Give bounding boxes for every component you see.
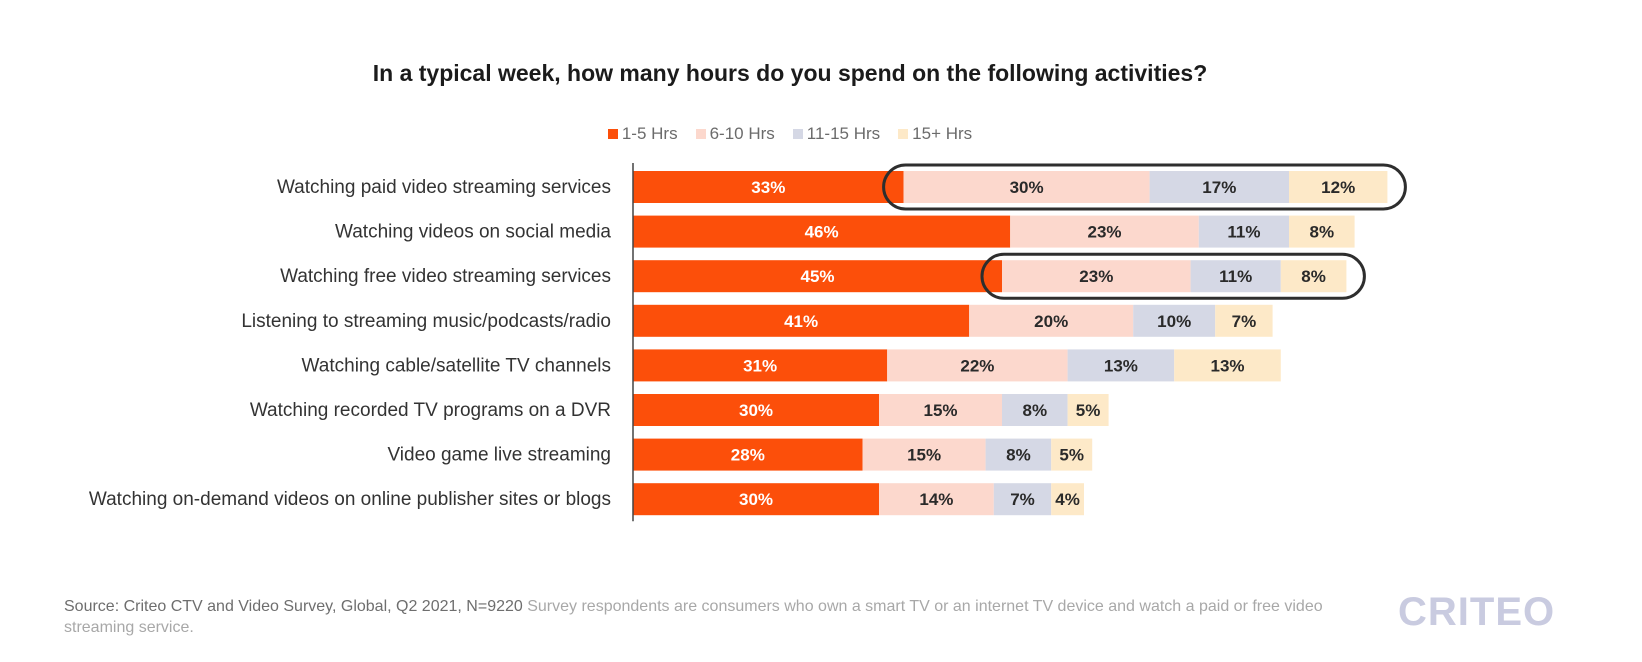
category-label: Listening to streaming music/podcasts/ra… xyxy=(241,311,611,332)
data-label: 22% xyxy=(960,356,994,375)
legend-entry: 11-15 Hrs xyxy=(792,124,881,144)
data-label: 8% xyxy=(1006,446,1031,465)
data-label: 28% xyxy=(731,446,765,465)
bar-segment xyxy=(985,438,1052,471)
data-label: 23% xyxy=(1079,267,1113,286)
data-label: 30% xyxy=(739,490,773,509)
category-label: Watching recorded TV programs on a DVR xyxy=(250,400,611,421)
data-label: 8% xyxy=(1301,267,1326,286)
data-label: 15% xyxy=(923,401,957,420)
legend-entry: 6-10 Hrs xyxy=(695,124,775,144)
data-label: 7% xyxy=(1010,490,1035,509)
data-label: 20% xyxy=(1034,312,1068,331)
category-label: Watching paid video streaming services xyxy=(277,177,611,198)
bar-segment xyxy=(1051,438,1093,471)
source-note: Source: Criteo CTV and Video Survey, Glo… xyxy=(64,596,1364,638)
source-description: Survey respondents are consumers who own… xyxy=(64,598,1323,636)
data-label: 41% xyxy=(784,312,818,331)
bar-segment xyxy=(633,260,1002,293)
data-label: 17% xyxy=(1202,178,1236,197)
data-label: 12% xyxy=(1321,178,1355,197)
bar-segment xyxy=(993,483,1052,516)
chart-plot: Watching paid video streaming services 33… xyxy=(89,163,1407,522)
legend-label: 15+ Hrs xyxy=(912,124,973,143)
data-label: 30% xyxy=(739,401,773,420)
chart-title: In a typical week, how many hours do you… xyxy=(372,60,1208,86)
bar-segment xyxy=(633,171,904,203)
bar-segment xyxy=(1215,304,1273,337)
legend-label: 6-10 Hrs xyxy=(709,124,775,143)
bar-segment xyxy=(633,349,888,382)
legend-entry: 15+ Hrs xyxy=(898,124,972,144)
source-label: Source: Criteo CTV and Video Survey, Glo… xyxy=(64,598,523,615)
legend-label: 1-5 Hrs xyxy=(621,124,678,143)
bar-segment xyxy=(879,483,994,516)
legend-entry: 1-5 Hrs xyxy=(607,124,678,144)
bar-segment xyxy=(633,438,863,471)
bar-segment xyxy=(1289,171,1388,203)
data-label: 8% xyxy=(1023,401,1048,420)
data-label: 15% xyxy=(907,446,941,465)
data-label: 4% xyxy=(1055,490,1080,509)
data-label: 31% xyxy=(743,356,777,375)
legend-label: 11-15 Hrs xyxy=(806,124,881,143)
bar-segment xyxy=(903,171,1150,203)
bar-segment xyxy=(1051,483,1084,516)
category-label: Watching on-demand videos on online publ… xyxy=(89,489,611,510)
category-label: Watching videos on social media xyxy=(335,222,611,243)
legend-swatch xyxy=(607,129,618,139)
bar-segment xyxy=(879,394,1002,426)
data-label: 23% xyxy=(1087,223,1121,242)
data-label: 11% xyxy=(1227,223,1260,242)
data-label: 30% xyxy=(1010,178,1044,197)
legend: 1-5 Hrs 6-10 Hrs 11-15 Hrs 15+ Hrs xyxy=(0,124,1580,144)
bar-segment xyxy=(1198,215,1289,248)
bar-segment xyxy=(1190,260,1281,293)
data-label: 46% xyxy=(805,223,839,242)
bar-segment xyxy=(1002,260,1191,293)
highlight-outline xyxy=(882,163,1407,211)
category-label: Video game live streaming xyxy=(387,445,611,466)
legend-swatch xyxy=(792,129,803,139)
bar-segment xyxy=(1067,394,1109,426)
data-label: 10% xyxy=(1157,312,1191,331)
category-label: Watching cable/satellite TV channels xyxy=(302,355,611,376)
bar-segment xyxy=(862,438,986,471)
bar-segment xyxy=(887,349,1068,382)
highlight-outline xyxy=(980,252,1366,300)
bar-segment xyxy=(1002,394,1068,426)
bar-segment xyxy=(633,483,879,516)
data-label: 45% xyxy=(800,267,834,286)
legend-swatch xyxy=(898,129,909,139)
data-label: 11% xyxy=(1219,267,1252,286)
data-label: 33% xyxy=(751,178,785,197)
data-label: 7% xyxy=(1232,312,1257,331)
data-label: 8% xyxy=(1310,223,1335,242)
bar-segment xyxy=(1067,349,1175,382)
category-label: Watching free video streaming services xyxy=(280,266,611,287)
data-label: 5% xyxy=(1059,446,1084,465)
bar-segment xyxy=(1133,304,1216,337)
bar-segment xyxy=(633,304,970,337)
bar-segment xyxy=(633,215,1011,248)
criteo-logo: CRITEO xyxy=(1398,590,1556,634)
bar-segment xyxy=(1174,349,1281,382)
bar-segment xyxy=(1149,171,1289,203)
legend-swatch xyxy=(695,129,706,139)
bar-segment xyxy=(969,304,1134,337)
bar-segment xyxy=(1010,215,1199,248)
bar-segment xyxy=(633,394,879,426)
data-label: 14% xyxy=(919,490,953,509)
data-label: 13% xyxy=(1210,356,1244,375)
data-label: 5% xyxy=(1076,401,1101,420)
bar-segment xyxy=(1280,260,1347,293)
data-label: 13% xyxy=(1104,356,1138,375)
bar-segment xyxy=(1289,215,1355,248)
